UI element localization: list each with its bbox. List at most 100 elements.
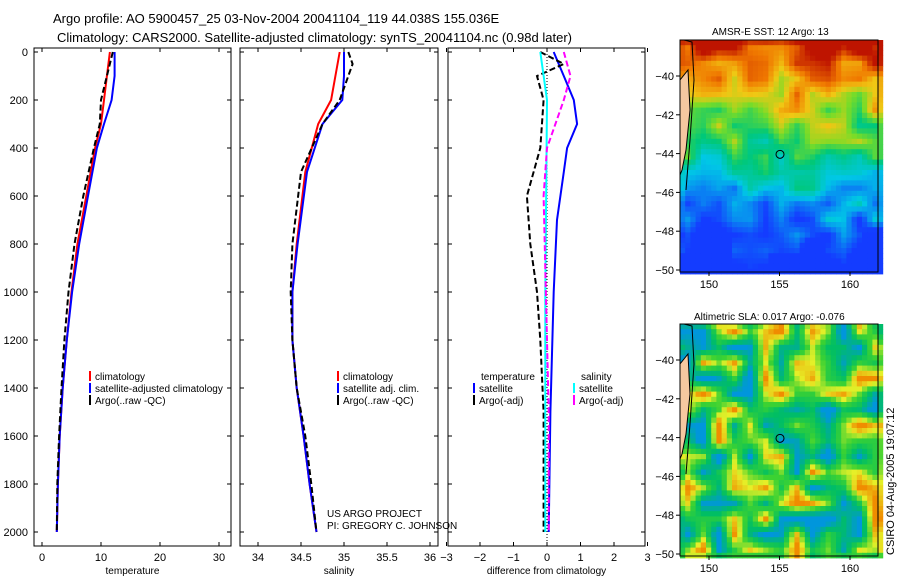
map-cell — [815, 532, 821, 538]
map-cell — [825, 40, 832, 46]
map-cell — [815, 365, 821, 372]
map-cell — [721, 495, 728, 502]
map-cell — [695, 516, 702, 522]
map-cell — [867, 391, 873, 398]
map-cell — [820, 464, 826, 470]
map-cell — [747, 422, 754, 429]
map-cell — [737, 112, 743, 119]
map-cell — [680, 66, 686, 72]
map-cell — [872, 227, 878, 233]
map-cell — [872, 76, 878, 82]
map-cell — [706, 50, 712, 56]
map-cell — [726, 81, 733, 88]
map-cell — [721, 201, 728, 207]
map-cell — [815, 537, 821, 543]
map-cell — [695, 360, 702, 366]
x-tick-label: 150 — [700, 279, 718, 291]
map-cell — [789, 216, 795, 223]
map-cell — [680, 521, 686, 528]
map-cell — [789, 107, 795, 114]
map-cell — [690, 386, 696, 392]
map-cell — [742, 66, 748, 72]
map-cell — [758, 344, 764, 351]
map-cell — [752, 66, 759, 72]
map-cell — [773, 485, 780, 491]
map-cell — [867, 396, 873, 403]
map-cell — [752, 422, 759, 429]
map-cell — [810, 86, 816, 93]
map-cell — [825, 237, 832, 244]
map-cell — [706, 180, 712, 186]
map-cell — [747, 107, 754, 114]
map-cell — [695, 118, 702, 124]
map-cell — [804, 407, 811, 413]
map-cell — [794, 60, 800, 67]
map-cell — [690, 500, 696, 507]
map-cell — [721, 448, 728, 455]
map-cell — [784, 344, 790, 351]
map-cell — [825, 370, 832, 377]
map-cell — [877, 459, 884, 465]
map-cell — [877, 102, 884, 108]
map-cell — [752, 227, 759, 233]
map-cell — [758, 112, 764, 119]
map-cell — [680, 516, 686, 522]
map-cell — [830, 216, 837, 223]
map-cell — [685, 55, 691, 62]
map-cell — [841, 128, 847, 134]
map-cell — [784, 402, 790, 408]
map-cell — [752, 253, 759, 259]
map-cell — [763, 216, 769, 223]
map-cell — [841, 45, 847, 51]
map-cell — [690, 232, 696, 238]
map-cell — [851, 237, 858, 244]
map-cell — [841, 454, 847, 460]
map-cell — [732, 344, 738, 351]
map-cell — [789, 334, 795, 340]
map-cell — [789, 521, 795, 528]
map-cell — [872, 428, 878, 434]
map-cell — [773, 76, 780, 82]
map-cell — [851, 350, 858, 356]
map-cell — [841, 185, 847, 192]
map-cell — [877, 71, 884, 77]
map-cell — [836, 428, 842, 434]
map-cell — [794, 175, 800, 181]
map-cell — [810, 547, 816, 554]
map-cell — [695, 222, 702, 228]
map-cell — [726, 118, 733, 124]
map-cell — [768, 149, 774, 155]
map-cell — [794, 185, 800, 192]
map-cell — [836, 396, 842, 403]
map-cell — [763, 149, 769, 155]
map-cell — [799, 537, 806, 543]
map-cell — [685, 500, 691, 507]
map-cell — [763, 71, 769, 77]
map-cell — [711, 438, 717, 444]
map-cell — [695, 417, 702, 424]
map-cell — [742, 60, 748, 67]
map-cell — [752, 40, 759, 46]
map-cell — [700, 242, 707, 249]
map-cell — [830, 253, 837, 259]
map-cell — [862, 45, 868, 51]
map-cell — [867, 227, 873, 233]
map-cell — [856, 112, 863, 119]
map-cell — [716, 81, 722, 88]
map-cell — [810, 97, 816, 103]
map-cell — [778, 102, 785, 108]
map-cell — [742, 454, 748, 460]
map-cell — [877, 123, 884, 129]
map-cell — [846, 170, 852, 176]
map-cell — [789, 490, 795, 496]
map-cell — [856, 97, 863, 103]
map-cell — [784, 339, 790, 346]
map-cell — [825, 480, 832, 486]
map-cell — [815, 412, 821, 418]
map-cell — [856, 154, 863, 160]
map-cell — [700, 370, 707, 377]
map-cell — [732, 258, 738, 264]
map-cell — [856, 454, 863, 460]
